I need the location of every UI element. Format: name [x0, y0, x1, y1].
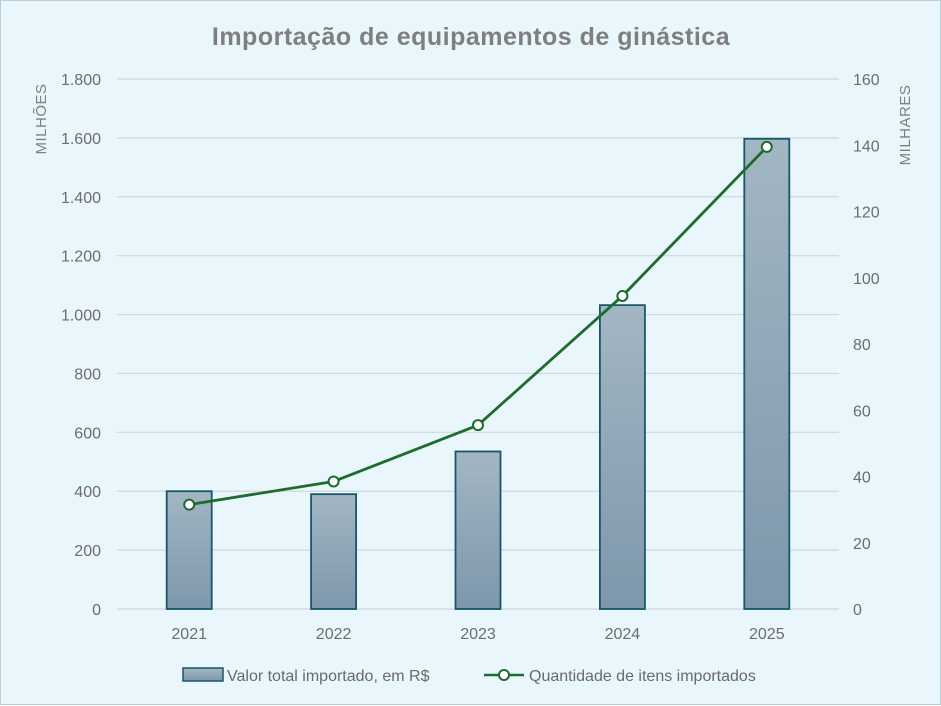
right-tick-label: 0 — [853, 602, 862, 619]
right-tick-label: 80 — [853, 337, 871, 354]
bar — [599, 304, 646, 610]
left-tick-label: 1.400 — [61, 190, 101, 207]
legend-bar-label: Valor total importado, em R$ — [227, 668, 430, 685]
bar — [454, 450, 502, 610]
left-tick-label: 200 — [74, 543, 101, 560]
right-tick-label: 60 — [853, 403, 871, 420]
legend-line-label: Quantidade de itens importados — [529, 668, 756, 685]
right-tick-label: 40 — [853, 470, 871, 487]
line-point — [760, 140, 773, 153]
left-tick-label: 0 — [92, 602, 101, 619]
chart-title: Importação de equipamentos de ginástica — [212, 23, 731, 51]
legend-line-marker — [498, 669, 510, 681]
bar — [310, 493, 358, 610]
left-tick-label: 1.000 — [61, 308, 101, 325]
right-tick-label: 140 — [853, 138, 880, 155]
left-tick-label: 1.200 — [61, 249, 101, 266]
line-point — [616, 289, 629, 302]
bar — [743, 137, 791, 610]
left-tick-label: 800 — [74, 366, 101, 383]
line-point — [183, 498, 196, 511]
line-point — [472, 419, 484, 432]
x-tick-label: 2021 — [171, 626, 207, 643]
right-axis-title: MILHARES — [897, 85, 914, 166]
x-tick-label: 2024 — [605, 626, 641, 643]
left-tick-label: 600 — [74, 425, 101, 442]
line-point — [327, 475, 340, 488]
right-tick-label: 120 — [853, 205, 880, 222]
left-axis-title: MILHÕES — [33, 83, 50, 154]
x-tick-label: 2025 — [749, 626, 785, 643]
x-tick-label: 2023 — [460, 626, 496, 643]
left-tick-label: 1.800 — [61, 72, 101, 89]
left-tick-label: 1.600 — [61, 131, 101, 148]
right-tick-label: 100 — [853, 271, 880, 288]
x-tick-label: 2022 — [316, 626, 352, 643]
left-tick-label: 400 — [74, 484, 101, 501]
legend-bar-swatch — [182, 667, 224, 682]
right-tick-label: 160 — [853, 72, 880, 89]
legend: Valor total importado, em R$ Quantidade … — [182, 667, 756, 685]
bar — [165, 490, 213, 610]
right-tick-label: 20 — [853, 536, 871, 553]
